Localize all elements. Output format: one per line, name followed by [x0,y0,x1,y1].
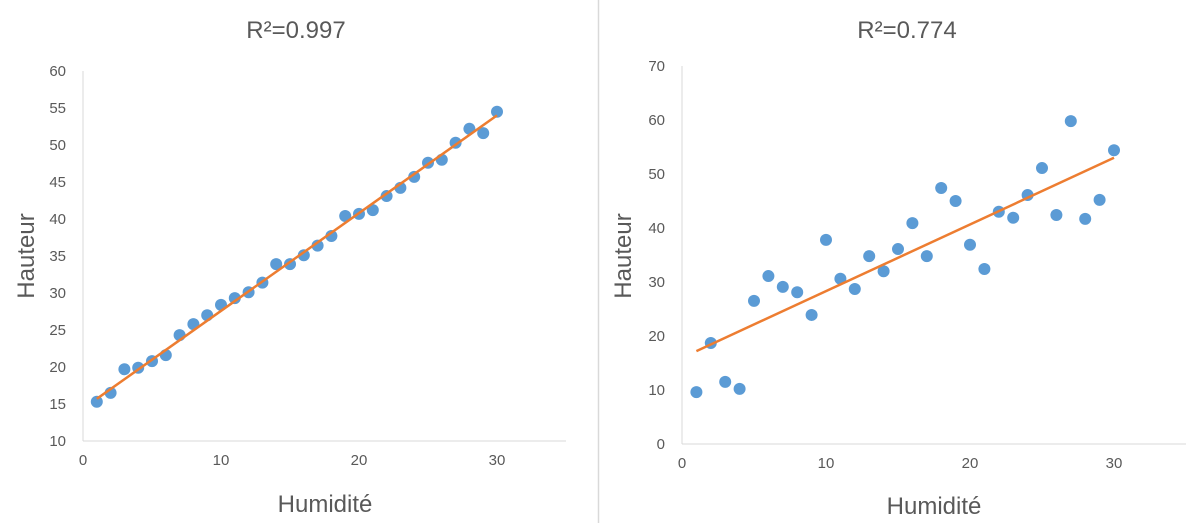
data-point [380,190,393,203]
y-tick-label: 50 [49,137,66,154]
data-point [877,265,890,278]
data-point [1050,209,1063,222]
data-point [297,249,310,262]
data-point [270,258,283,271]
chart-title: R²=0.997 [246,17,345,44]
data-point [863,250,876,263]
y-axis-label: Hauteur [610,213,637,298]
data-point [477,127,490,140]
chart-title: R²=0.774 [857,17,956,44]
trendline [695,156,1115,353]
data-point [408,170,421,183]
y-axis-label: Hauteur [13,213,40,298]
y-tick-label: 60 [648,112,665,129]
data-point [935,182,948,195]
data-point [118,363,131,376]
data-point [906,217,919,230]
data-point [949,195,962,207]
x-tick-label: 30 [489,452,506,469]
data-point [748,294,760,307]
data-point [805,308,818,321]
data-point [978,263,991,276]
x-axis-label: Humidité [887,493,982,520]
data-point [1007,211,1020,224]
y-tick-label: 0 [657,436,665,453]
y-tick-label: 10 [49,433,66,450]
data-point [719,375,732,388]
data-point [892,243,904,256]
data-point [964,238,976,251]
y-tick-label: 35 [49,248,66,265]
data-point [690,386,703,399]
data-point [325,230,338,243]
y-tick-label: 15 [49,396,66,413]
x-tick-label: 0 [79,452,87,469]
data-point [1079,212,1092,225]
x-tick-label: 0 [678,455,686,472]
y-tick-label: 50 [648,166,665,183]
chart-right: R²=0.774 Humidité Hauteur 0 10 20 30 40 50 60 7… [610,17,1186,520]
data-point [90,395,103,408]
data-point [1093,193,1106,206]
y-tick-label: 30 [49,285,66,302]
y-tick-label: 45 [49,174,66,191]
y-tick-label: 40 [648,220,665,237]
x-tick-label: 20 [962,455,979,472]
y-tick-label: 10 [648,382,665,399]
y-tick-label: 60 [49,63,66,80]
data-point [820,233,832,246]
y-tick-label: 25 [49,322,66,339]
data-point [848,283,861,296]
data-point [920,250,933,263]
data-point [1108,144,1120,157]
x-axis-label: Humidité [278,491,373,518]
y-tick-label: 40 [49,211,66,228]
data-point [311,239,324,252]
y-tick-label: 70 [648,58,665,75]
data-point [733,382,746,395]
x-tick-label: 10 [213,452,230,469]
chart-left: R²=0.997 Humidité Hauteur 10 15 20 25 30 35 40… [13,17,566,518]
y-tick-label: 55 [49,100,66,117]
data-point [228,292,241,305]
x-tick-label: 20 [351,452,368,469]
y-tick-label: 30 [648,274,665,291]
x-tick-label: 10 [818,455,835,472]
data-point [491,105,503,118]
data-point [1036,162,1048,175]
y-tick-label: 20 [49,359,66,376]
x-tick-label: 30 [1106,455,1123,472]
data-point [339,210,352,223]
data-point [776,280,789,293]
data-point [366,204,379,217]
y-tick-label: 20 [648,328,665,345]
data-point [791,286,804,299]
trendline [96,114,498,400]
data-point [1064,115,1077,128]
data-point [762,270,775,283]
